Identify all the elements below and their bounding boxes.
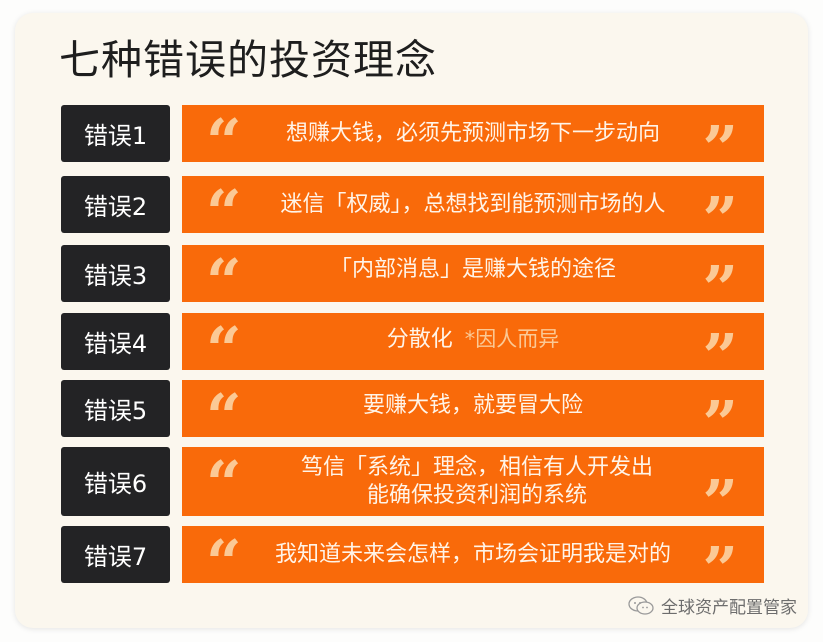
mistake-text-wrap: 分散化 *因人而异 [309,324,638,355]
list-item: 错误1 “ 想赚大钱，必须先预测市场下一步动向 ” [61,105,764,180]
close-quote-icon: ” [702,112,738,185]
mistake-label: 错误6 [61,447,170,516]
mistake-quote-bar: “ 分散化 *因人而异 ” [182,313,764,388]
mistake-text: 「内部消息」是赚大钱的途径 [329,256,616,282]
close-quote-icon: ” [702,183,738,256]
close-quote-icon: ” [702,466,738,539]
open-quote-icon: “ [206,380,242,453]
mistake-quote-bar: “ 想赚大钱，必须先预测市场下一步动向 ” [182,105,764,180]
mistake-text: 我知道未来会怎样，市场会证明我是对的 [274,541,671,567]
close-quote-icon: ” [702,252,738,325]
open-quote-icon: “ [206,313,242,386]
close-quote-icon: ” [702,533,738,606]
close-quote-icon: ” [702,320,738,393]
mistake-note: *因人而异 [464,327,560,351]
watermark-text: 全球资产配置管家 [661,598,797,618]
list-item: 错误6 “ 笃信「系统」理念，相信有人开发出 能确保投资利润的系统 ” [61,447,764,534]
mistake-quote-bar: “ 我知道未来会怎样，市场会证明我是对的 ” [182,526,764,601]
open-quote-icon: “ [206,105,242,178]
mistake-text: 迷信「权威」，总想找到能预测市场的人 [280,191,666,217]
mistake-label: 错误7 [61,526,170,583]
close-quote-icon: ” [702,387,738,460]
mistake-quote-bar: “ 要赚大钱，就要冒大险 ” [182,380,764,455]
wechat-icon [628,595,654,615]
mistake-text: 笃信「系统」理念，相信有人开发出 [300,454,653,480]
mistake-label: 错误3 [61,245,170,302]
list-item: 错误5 “ 要赚大钱，就要冒大险 ” [61,380,764,455]
mistake-label: 错误4 [61,313,170,370]
list-item: 错误7 “ 我知道未来会怎样，市场会证明我是对的 ” [61,526,764,601]
mistake-text: 想赚大钱，必须先预测市场下一步动向 [285,120,660,146]
open-quote-icon: “ [206,526,242,599]
mistake-text-wrap: 笃信「系统」理念，相信有人开发出 能确保投资利润的系统 [223,454,731,510]
open-quote-icon: “ [206,176,242,249]
watermark: 全球资产配置管家 [627,593,797,618]
open-quote-icon: “ [206,245,242,318]
mistake-quote-bar: “ 笃信「系统」理念，相信有人开发出 能确保投资利润的系统 ” [182,447,764,534]
list-item: 错误3 “ 「内部消息」是赚大钱的途径 ” [61,245,764,320]
list-item: 错误4 “ 分散化 *因人而异 ” [61,313,764,388]
mistake-text: 分散化 [386,327,453,352]
mistake-text: 要赚大钱，就要冒大险 [362,392,583,418]
mistake-quote-bar: “ 「内部消息」是赚大钱的途径 ” [182,245,764,320]
mistake-text-line2: 能确保投资利润的系统 [366,482,587,508]
page-title: 七种错误的投资理念 [59,36,437,84]
open-quote-icon: “ [206,447,242,520]
mistake-label: 错误2 [61,176,170,233]
mistake-label: 错误1 [61,105,170,162]
mistake-quote-bar: “ 迷信「权威」，总想找到能预测市场的人 ” [182,176,764,251]
mistake-label: 错误5 [61,380,170,437]
list-item: 错误2 “ 迷信「权威」，总想找到能预测市场的人 ” [61,176,764,251]
